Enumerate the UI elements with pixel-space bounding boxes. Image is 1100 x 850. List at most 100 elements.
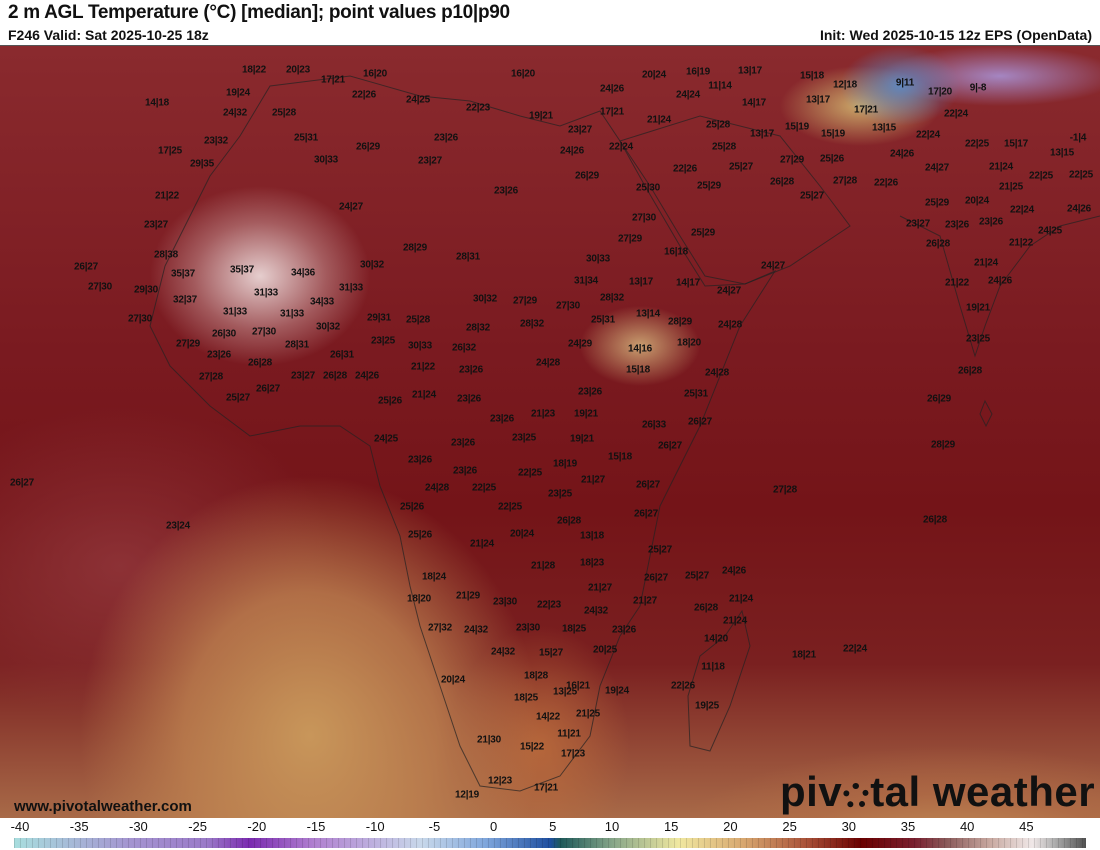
point-value-label: 26|28 (693, 602, 719, 614)
point-value-label: 23|27 (905, 218, 931, 230)
point-value-label: 16|20 (362, 68, 388, 80)
temperature-map[interactable]: 18|22 20|23 17|21 16|20 16|20 20|24 16|19 13|17… (0, 45, 1100, 820)
point-value-label: 18|21 (791, 649, 817, 661)
point-value-label: 34|36 (290, 267, 316, 279)
point-value-label: 21|27 (587, 582, 613, 594)
point-value-label: 21|29 (455, 590, 481, 602)
point-value-label: 20|24 (440, 674, 466, 686)
init-time: Init: Wed 2025-10-15 12z EPS (OpenData) (819, 27, 1092, 43)
point-value-label: 26|27 (73, 261, 99, 273)
colorbar-tick-label: -35 (69, 819, 89, 834)
madagascar-coastline (687, 609, 751, 752)
point-value-label: 18|19 (552, 458, 578, 470)
point-value-label: 15|22 (519, 741, 545, 753)
point-value-label: 23|26 (407, 454, 433, 466)
point-value-label: 21|27 (632, 595, 658, 607)
point-value-label: 18|20 (406, 593, 432, 605)
point-value-label: 14|20 (703, 633, 729, 645)
point-value-label: 18|20 (676, 337, 702, 349)
point-value-label: 25|29 (696, 180, 722, 192)
header: 2 m AGL Temperature (°C) [median]; point… (0, 0, 1100, 45)
point-value-label: 15|18 (625, 364, 651, 376)
point-value-label: 9|11 (895, 77, 915, 89)
point-value-label: 22|26 (670, 680, 696, 692)
logo-text-b: tal weather (870, 768, 1096, 815)
point-value-label: 21|27 (580, 474, 606, 486)
point-value-label: 13|17 (749, 128, 775, 140)
point-value-label: 23|26 (493, 185, 519, 197)
point-value-label: 35|37 (170, 268, 196, 280)
colorbar-tick-label: -40 (10, 819, 30, 834)
point-value-label: 22|24 (915, 129, 941, 141)
point-value-label: 23|26 (611, 624, 637, 636)
point-value-label: 27|28 (198, 371, 224, 383)
point-value-label: 14|16 (627, 343, 653, 355)
point-value-label: 24|32 (490, 646, 516, 658)
point-value-label: 23|27 (290, 370, 316, 382)
point-value-label: 18|25 (561, 623, 587, 635)
point-value-label: 20|25 (592, 644, 618, 656)
point-value-label: 27|30 (631, 212, 657, 224)
point-value-label: 20|23 (285, 64, 311, 76)
point-value-label: 24|24 (675, 89, 701, 101)
point-value-label: 28|38 (153, 249, 179, 261)
point-value-label: 24|28 (535, 357, 561, 369)
point-value-label: 16|18 (663, 246, 689, 258)
point-value-label: 28|29 (402, 242, 428, 254)
point-value-label: 25|27 (799, 190, 825, 202)
point-value-label: 13|15 (1049, 147, 1075, 159)
colorbar-tick-label: -30 (128, 819, 148, 834)
colorbar: -40 -35 -30 -25 -20 -15 -10 -5 0 5 10 15 20 25 30 35 40 4… (0, 818, 1100, 850)
point-value-label: 18|25 (513, 692, 539, 704)
point-value-label: 27|29 (512, 295, 538, 307)
point-value-label: 24|25 (1037, 225, 1063, 237)
website-url[interactable]: www.pivotalweather.com (14, 798, 192, 815)
point-value-label: 29|30 (133, 284, 159, 296)
point-value-label: 19|21 (965, 302, 991, 314)
point-value-label: 23|26 (433, 132, 459, 144)
point-value-label: 25|28 (711, 141, 737, 153)
point-value-label: 23|27 (143, 219, 169, 231)
colorbar-tick-label: -25 (188, 819, 207, 834)
point-value-label: 24|25 (405, 94, 431, 106)
point-value-label: 26|27 (255, 383, 281, 395)
point-value-label: 22|24 (842, 643, 868, 655)
point-value-label: 25|27 (647, 544, 673, 556)
point-value-label: 30|32 (359, 259, 385, 271)
point-value-label: 25|31 (683, 388, 709, 400)
point-value-label: 30|33 (585, 253, 611, 265)
colorbar-tick-label: 10 (604, 819, 620, 834)
point-value-label: 22|26 (672, 163, 698, 175)
point-value-label: 13|25 (552, 686, 578, 698)
point-value-label: 13|17 (805, 94, 831, 106)
point-value-label: 26|28 (922, 514, 948, 526)
point-value-label: 17|20 (927, 86, 953, 98)
point-value-label: 24|26 (889, 148, 915, 160)
point-value-label: 29|35 (189, 158, 215, 170)
point-value-label: 27|32 (427, 622, 453, 634)
point-value-label: 14|17 (675, 277, 701, 289)
point-value-label: 26|30 (211, 328, 237, 340)
point-value-label: 21|24 (469, 538, 495, 550)
point-value-label: 26|27 (9, 477, 35, 489)
point-value-label: 24|26 (987, 275, 1013, 287)
colorbar-tick-label: 20 (723, 819, 738, 834)
point-value-label: 29|31 (366, 312, 392, 324)
point-value-label: 27|29 (175, 338, 201, 350)
point-value-label: 26|28 (556, 515, 582, 527)
point-value-label: 24|26 (721, 565, 747, 577)
arabia-coastline (619, 115, 851, 285)
point-value-label: 26|32 (451, 342, 477, 354)
point-value-label: 25|26 (377, 395, 403, 407)
point-value-label: 12|18 (832, 79, 858, 91)
point-value-label: 22|24 (943, 108, 969, 120)
point-value-label: 22|25 (517, 467, 543, 479)
point-value-label: 20|24 (509, 528, 535, 540)
point-value-label: 19|21 (573, 408, 599, 420)
point-value-label: 23|25 (547, 488, 573, 500)
point-value-label: 18|24 (421, 571, 447, 583)
point-value-label: 18|23 (579, 557, 605, 569)
point-value-label: 17|21 (533, 782, 559, 794)
point-value-label: 31|34 (573, 275, 599, 287)
point-value-label: 28|31 (455, 251, 481, 263)
